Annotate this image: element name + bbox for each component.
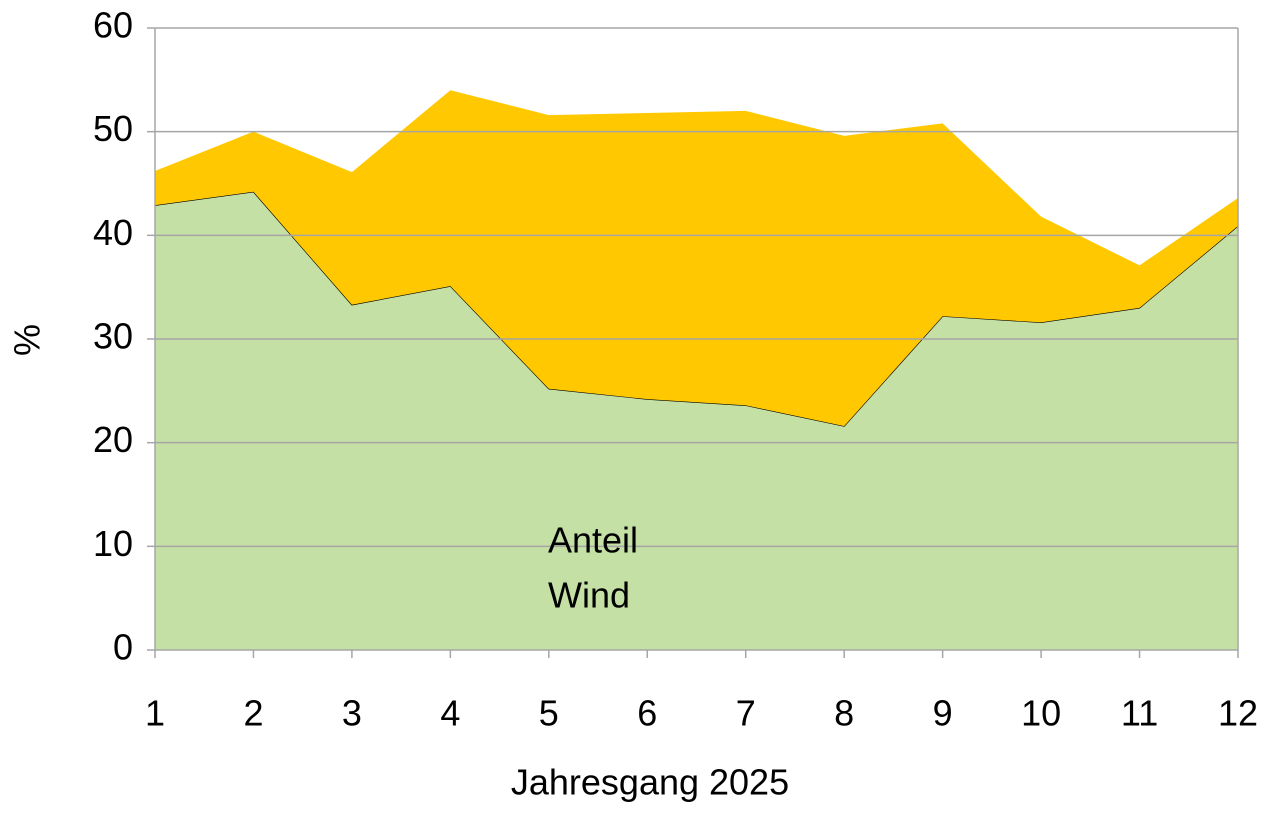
x-tick-label: 4 xyxy=(440,693,460,734)
x-axis-title: Jahresgang 2025 xyxy=(511,762,789,803)
area xyxy=(155,90,1238,427)
x-tick-label: 3 xyxy=(342,693,362,734)
y-axis-title: % xyxy=(7,324,48,356)
y-tick-label: 40 xyxy=(93,212,133,253)
x-tick-label: 2 xyxy=(243,693,263,734)
y-tick-label: 30 xyxy=(93,316,133,357)
y-tick-label: 10 xyxy=(93,523,133,564)
x-tick-label: 9 xyxy=(933,693,953,734)
annotation: Wind xyxy=(548,575,630,616)
y-tick-label: 20 xyxy=(93,419,133,460)
x-tick-label: 7 xyxy=(736,693,756,734)
x-tick-label: 1 xyxy=(145,693,165,734)
x-tick-label: 11 xyxy=(1121,693,1158,734)
x-tick-label: 6 xyxy=(637,693,657,734)
x-tick-label: 8 xyxy=(834,693,854,734)
x-tick-label: 12 xyxy=(1218,693,1258,734)
area xyxy=(155,191,1238,650)
y-tick-label: 50 xyxy=(93,108,133,149)
x-tick-label: 5 xyxy=(539,693,559,734)
y-tick-label: 60 xyxy=(93,5,133,46)
y-tick-label: 0 xyxy=(113,627,133,668)
annotation: Anteil xyxy=(548,520,638,561)
x-tick-label: 10 xyxy=(1021,693,1061,734)
